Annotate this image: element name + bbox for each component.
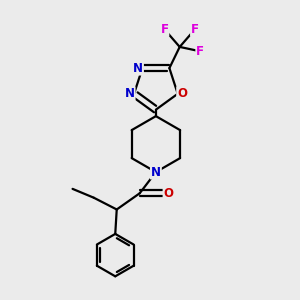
Text: O: O [177,87,187,100]
Text: N: N [151,166,161,178]
Text: N: N [124,87,135,100]
Text: O: O [164,187,174,200]
Text: F: F [196,45,204,58]
Text: F: F [160,23,168,36]
Text: F: F [191,23,199,36]
Text: N: N [133,61,143,75]
